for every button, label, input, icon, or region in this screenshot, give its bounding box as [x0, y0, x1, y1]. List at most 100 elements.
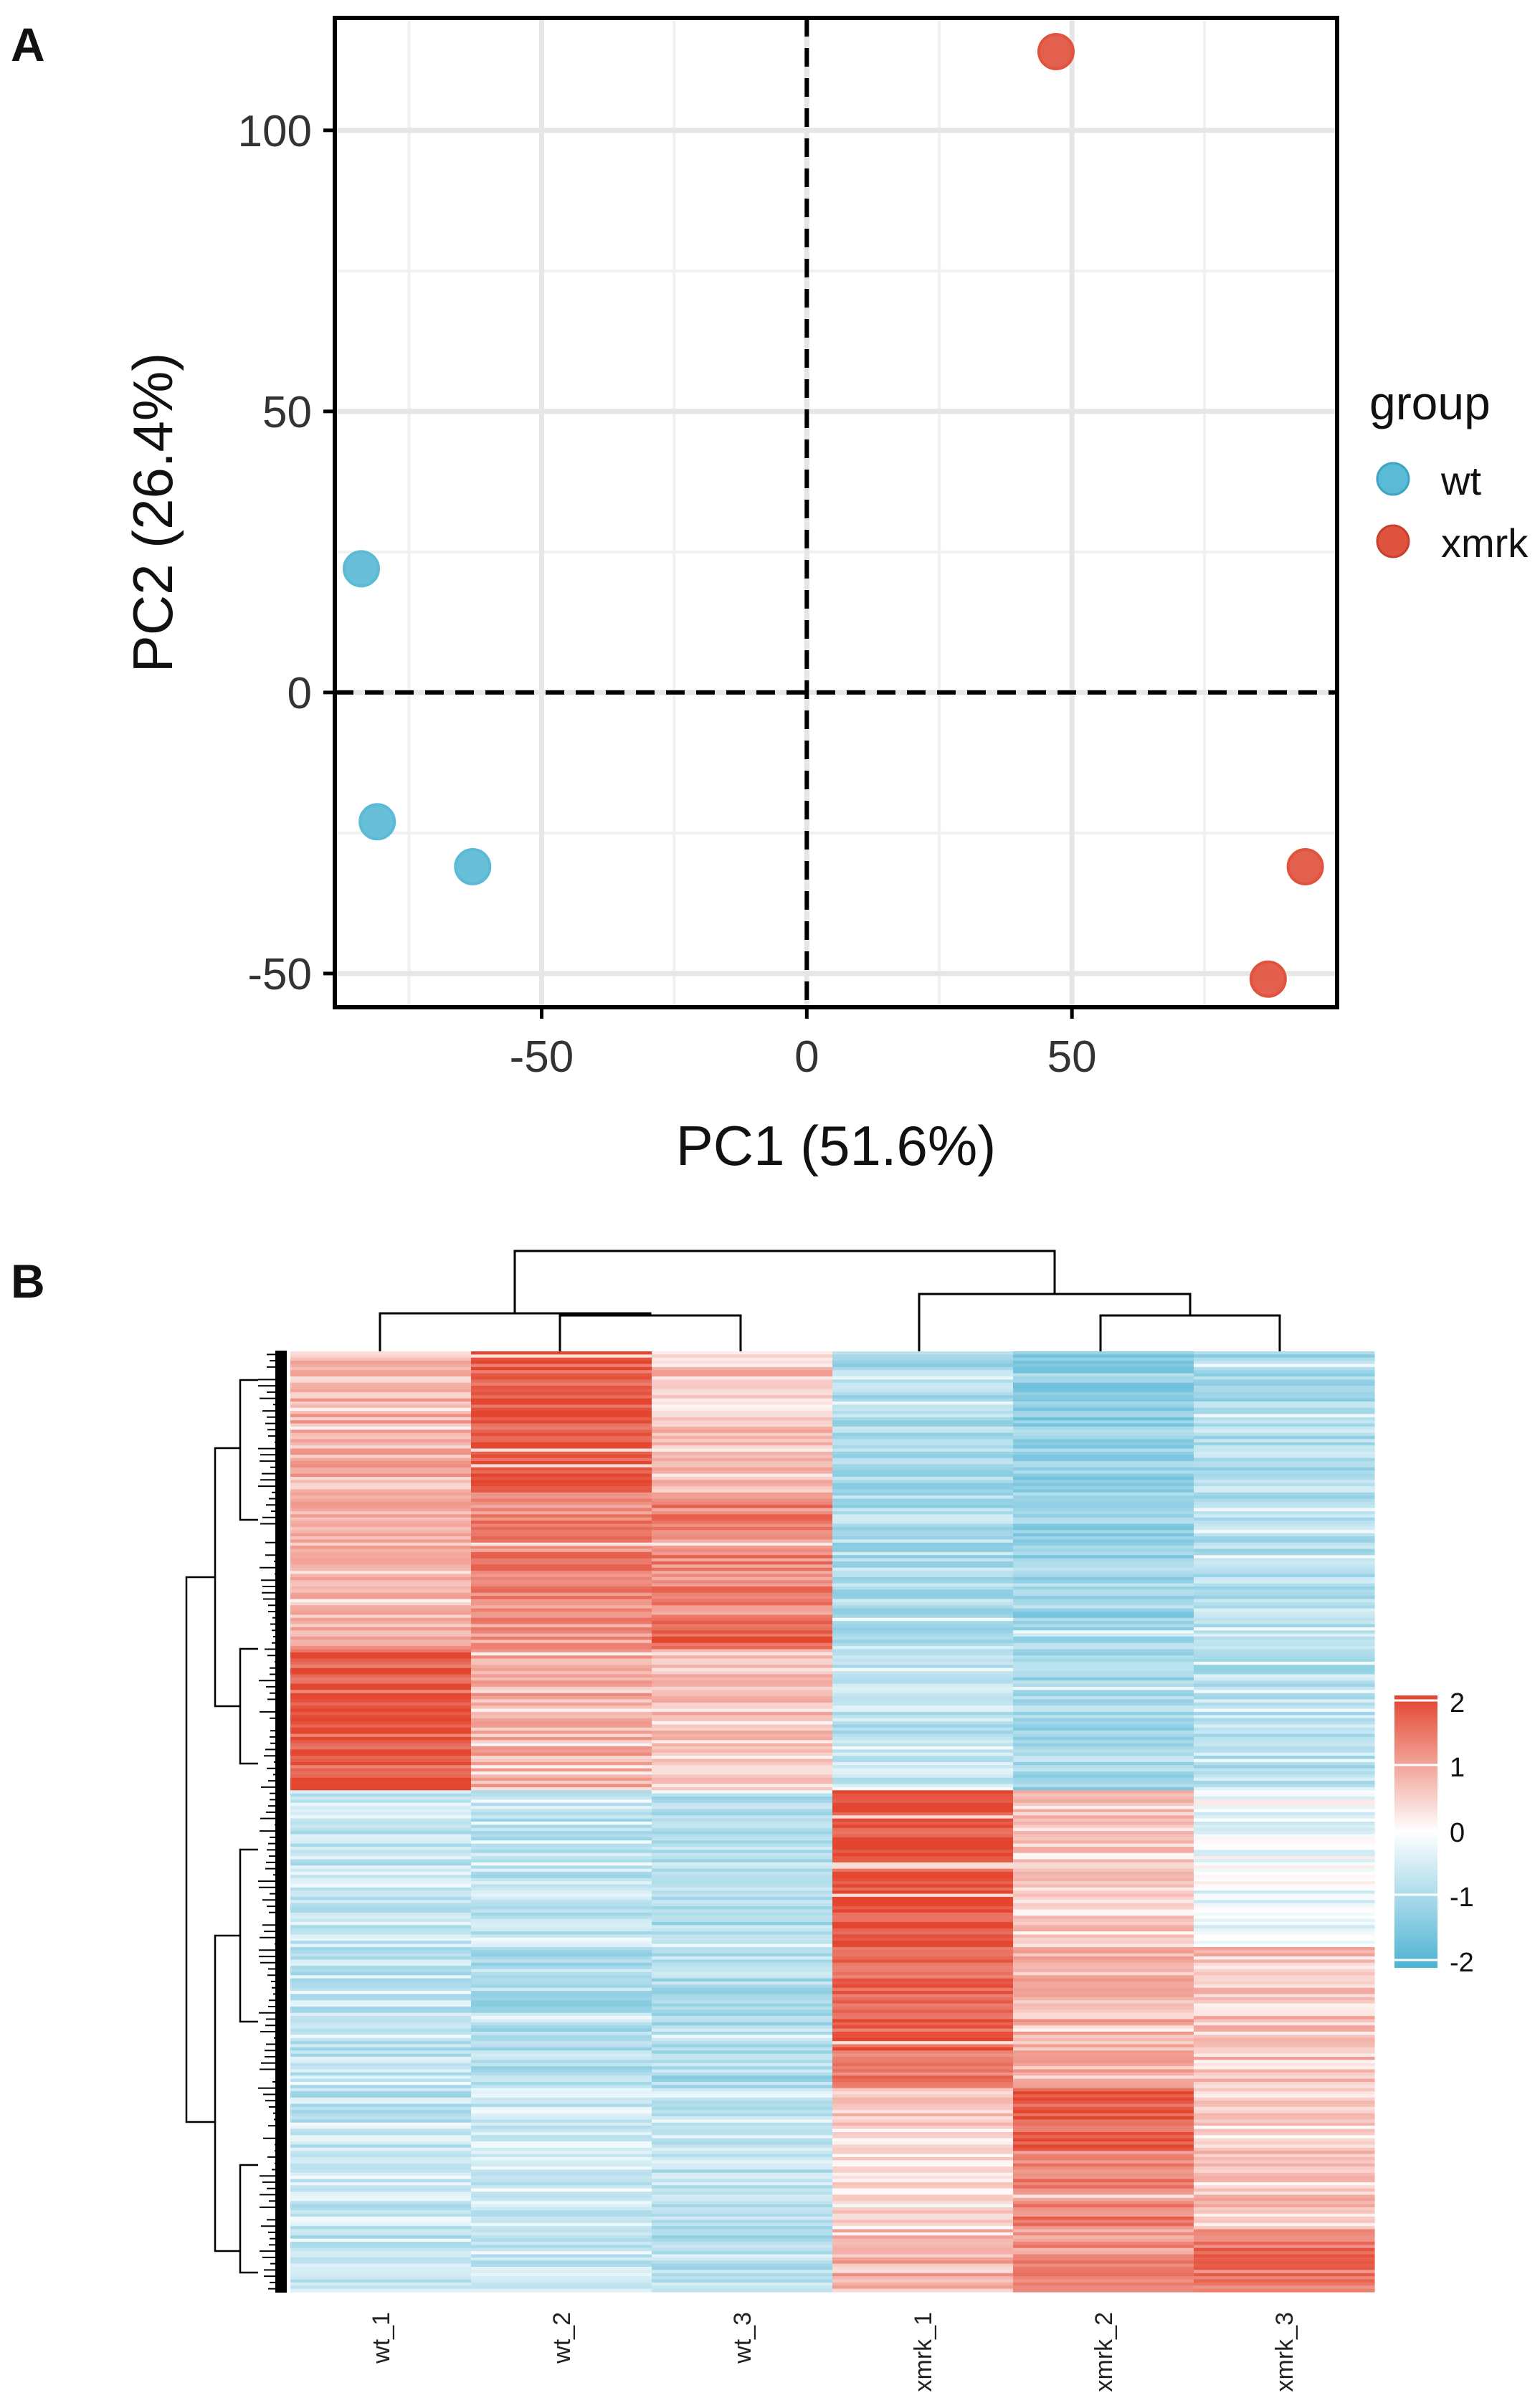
heatmap-cell — [832, 1608, 1014, 1612]
heatmap-cell — [652, 2060, 833, 2064]
heatmap-cell — [832, 1777, 1014, 1781]
heatmap-cell — [1194, 2119, 1375, 2123]
heatmap-cell — [832, 2072, 1014, 2076]
heatmap-cell — [652, 1802, 833, 1807]
heatmap-cell — [471, 1417, 652, 1421]
heatmap-cell — [832, 1665, 1014, 1669]
heatmap-cell — [1194, 1429, 1375, 1434]
heatmap-cell — [652, 1696, 833, 1700]
heatmap-cell — [1013, 1797, 1194, 1800]
heatmap-cell — [1194, 2037, 1375, 2042]
heatmap-cell — [832, 2138, 1014, 2142]
heatmap-cell — [290, 1837, 472, 1841]
heatmap-cell — [471, 1859, 652, 1863]
heatmap-cell — [832, 1746, 1014, 1751]
heatmap-cell — [832, 1784, 1014, 1788]
heatmap-cell — [1194, 1752, 1375, 1756]
heatmap-cell — [471, 2047, 652, 2051]
heatmap-cell — [1194, 2135, 1375, 2139]
heatmap-cell — [471, 1797, 652, 1800]
heatmap-cell — [652, 1862, 833, 1866]
heatmap-cell — [471, 1561, 652, 1565]
heatmap-cell — [832, 2207, 1014, 2211]
heatmap-cell — [290, 1815, 472, 1819]
heatmap-cell — [1013, 1404, 1194, 1409]
heatmap-cell — [832, 2273, 1014, 2277]
heatmap-cell — [832, 1580, 1014, 1584]
heatmap-cell — [1194, 1827, 1375, 1832]
heatmap-cell — [290, 1354, 472, 1359]
heatmap-cell — [652, 1489, 833, 1493]
heatmap-cell — [652, 1357, 833, 1361]
heatmap-cell — [1194, 1445, 1375, 1450]
heatmap-cell — [832, 1971, 1014, 1976]
heatmap-cell — [290, 1746, 472, 1751]
heatmap-cell — [1194, 1599, 1375, 1603]
heatmap-cell — [832, 1862, 1014, 1866]
heatmap-cell — [1013, 1971, 1194, 1976]
heatmap-cell — [290, 1665, 472, 1669]
heatmap-cell — [1194, 1630, 1375, 1635]
heatmap-cell — [290, 1890, 472, 1895]
heatmap-cell — [832, 1649, 1014, 1653]
heatmap-cell — [832, 2122, 1014, 2126]
heatmap-cell — [290, 1404, 472, 1409]
heatmap-cell — [290, 1448, 472, 1452]
heatmap-cell — [832, 2012, 1014, 2017]
heatmap-cell — [1194, 1621, 1375, 1625]
heatmap-cell — [290, 1987, 472, 1992]
heatmap-cell — [832, 1846, 1014, 1850]
heatmap-cell — [832, 1379, 1014, 1384]
heatmap-cell — [1194, 1546, 1375, 1550]
heatmap-cell — [471, 1959, 652, 1964]
heatmap-cell — [652, 1711, 833, 1716]
heatmap-cell — [652, 1407, 833, 1412]
heatmap-cell — [652, 1361, 833, 1365]
heatmap-cell — [290, 1498, 472, 1503]
heatmap-cell — [1013, 1442, 1194, 1446]
color-legend-label-0: 0 — [1450, 1818, 1465, 1848]
heatmap-cell — [652, 1850, 833, 1854]
heatmap-cell — [471, 1596, 652, 1600]
point-wt — [358, 803, 396, 841]
heatmap-cell — [1194, 1909, 1375, 1913]
heatmap-cell — [1194, 1501, 1375, 1505]
heatmap-cell — [471, 1906, 652, 1911]
heatmap-cell — [1194, 2078, 1375, 2083]
heatmap-cell — [471, 2007, 652, 2010]
heatmap-cell — [832, 2075, 1014, 2080]
heatmap-cell — [290, 1818, 472, 1822]
heatmap-cell — [1194, 1596, 1375, 1600]
heatmap-cell — [832, 2156, 1014, 2161]
heatmap-cell — [1194, 1740, 1375, 1744]
heatmap-cell — [290, 2194, 472, 2199]
heatmap-cell — [471, 1884, 652, 1888]
heatmap-cell — [471, 1937, 652, 1941]
heatmap-cell — [471, 2213, 652, 2217]
heatmap-cell — [652, 2192, 833, 2196]
heatmap-cell — [290, 1928, 472, 1932]
heatmap-cell — [290, 1797, 472, 1800]
heatmap-cell — [1194, 1856, 1375, 1860]
heatmap-cell — [832, 2181, 1014, 2186]
heatmap-cell — [1194, 2169, 1375, 2174]
heatmap-cell — [471, 1495, 652, 1500]
heatmap-cell — [832, 1671, 1014, 1675]
heatmap-cell — [1013, 1351, 1194, 1355]
heatmap-cell — [471, 2144, 652, 2149]
heatmap-cell — [1013, 1558, 1194, 1562]
heatmap-cell — [652, 1423, 833, 1427]
heatmap-cell — [290, 1831, 472, 1835]
heatmap-cell — [652, 2251, 833, 2255]
heatmap-cell — [290, 1786, 472, 1791]
heatmap-cell — [1194, 1890, 1375, 1895]
heatmap-cell — [471, 1611, 652, 1615]
heatmap-cell — [832, 1827, 1014, 1832]
heatmap-cell — [290, 1351, 472, 1355]
heatmap-cell — [832, 2169, 1014, 2174]
heatmap-cell — [1013, 1759, 1194, 1763]
heatmap-cell — [1194, 2181, 1375, 2186]
heatmap-cell — [471, 1831, 652, 1835]
heatmap-cell — [471, 2053, 652, 2057]
heatmap-cell — [1013, 2119, 1194, 2123]
